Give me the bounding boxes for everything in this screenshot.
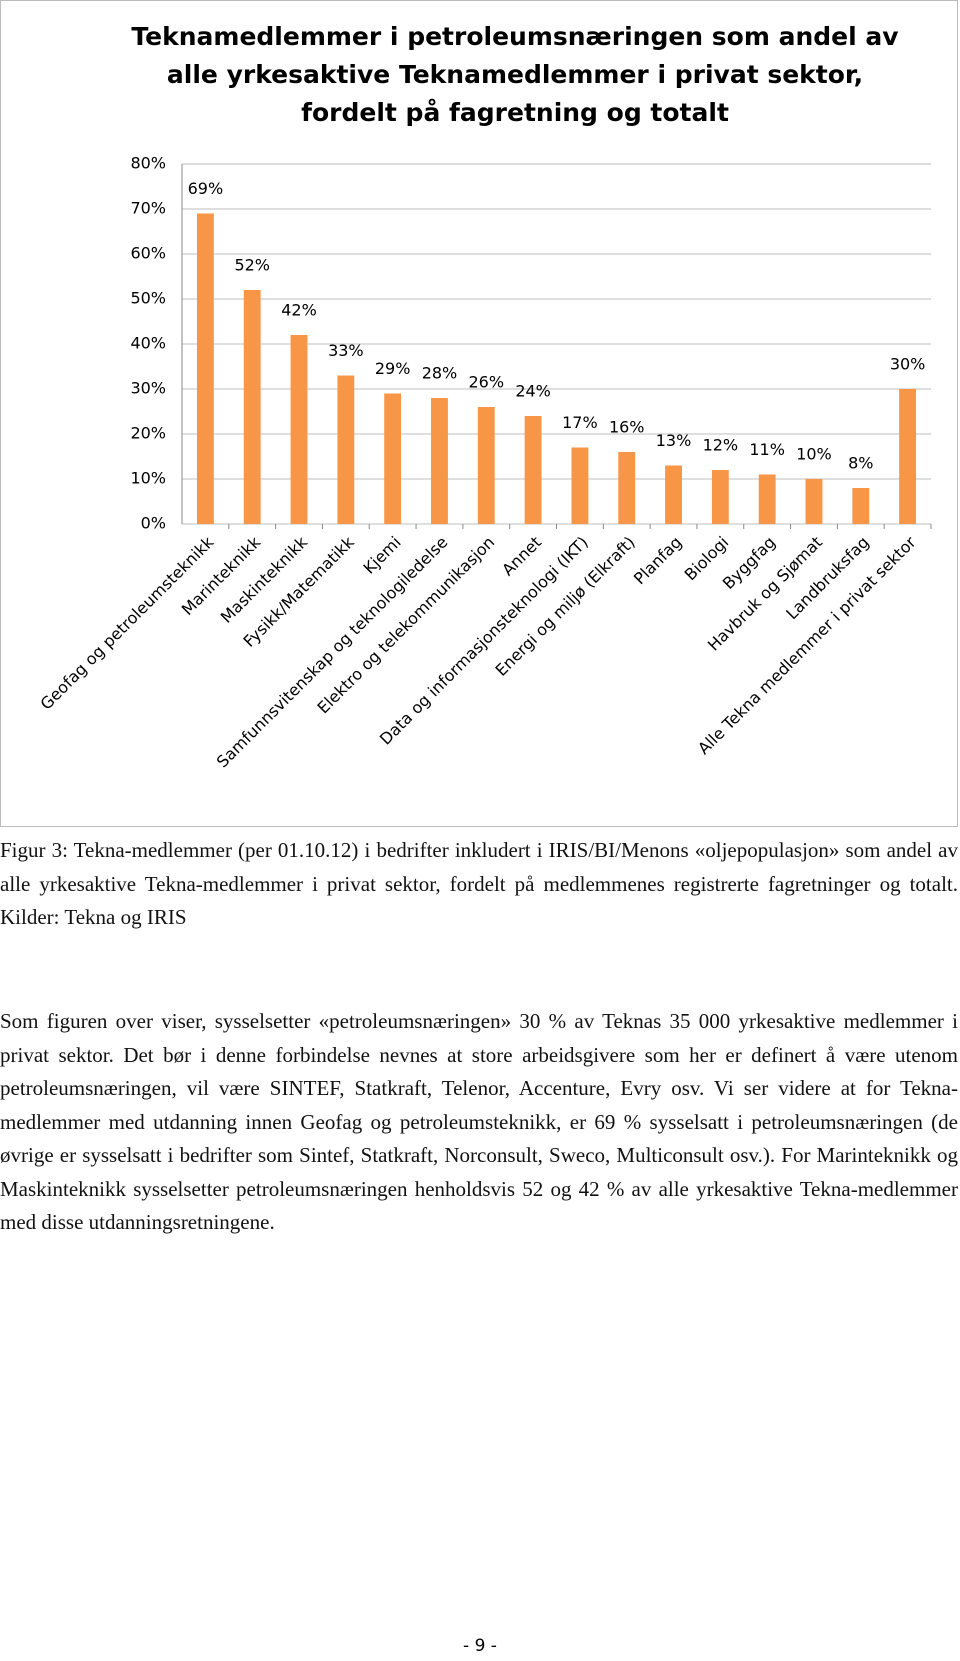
- data-label: 17%: [562, 413, 598, 432]
- bar: [290, 335, 308, 524]
- data-label: 11%: [749, 440, 785, 459]
- data-label: 29%: [375, 359, 411, 378]
- data-label: 12%: [703, 436, 739, 455]
- data-label: 28%: [422, 364, 458, 383]
- y-tick-label: 70%: [130, 199, 166, 218]
- chart-title: Teknamedlemmer i petroleumsnæringen som …: [131, 22, 899, 127]
- data-label: 33%: [328, 341, 364, 360]
- data-label: 8%: [848, 454, 873, 473]
- bar: [337, 375, 355, 524]
- data-label: 42%: [281, 301, 317, 320]
- data-label: 16%: [609, 418, 645, 437]
- bar: [852, 488, 870, 524]
- bar: [665, 465, 682, 524]
- data-label: 13%: [656, 431, 692, 450]
- y-tick-label: 40%: [130, 334, 166, 353]
- bar: [431, 398, 448, 524]
- bar: [805, 479, 823, 524]
- bar: [243, 290, 261, 524]
- bar: [618, 452, 636, 524]
- bar: [524, 416, 542, 524]
- data-label: 10%: [796, 445, 832, 464]
- y-tick-label: 80%: [130, 154, 166, 173]
- y-tick-label: 50%: [130, 289, 166, 308]
- data-label: 52%: [234, 256, 270, 275]
- bar: [571, 447, 589, 524]
- data-label: 69%: [188, 179, 224, 198]
- bar: [477, 407, 495, 524]
- bar: [899, 389, 917, 524]
- figure-caption: Figur 3: Tekna-medlemmer (per 01.10.12) …: [0, 838, 958, 929]
- y-tick-label: 60%: [130, 244, 166, 263]
- data-label: 24%: [515, 382, 551, 401]
- data-label: 30%: [890, 355, 926, 374]
- y-tick-label: 30%: [130, 379, 166, 398]
- bar: [758, 474, 776, 524]
- bar: [384, 393, 402, 524]
- y-tick-label: 10%: [130, 469, 166, 488]
- bar: [711, 470, 729, 524]
- body-paragraph: Som figuren over viser, sysselsetter «pe…: [0, 1009, 958, 1234]
- y-tick-label: 0%: [141, 514, 166, 533]
- data-label: 26%: [469, 373, 505, 392]
- chart: 0%10%20%30%40%50%60%70%80%Geofag og petr…: [0, 0, 958, 827]
- y-tick-label: 20%: [130, 424, 166, 443]
- page-number: - 9 -: [463, 1636, 497, 1656]
- bar: [196, 213, 214, 524]
